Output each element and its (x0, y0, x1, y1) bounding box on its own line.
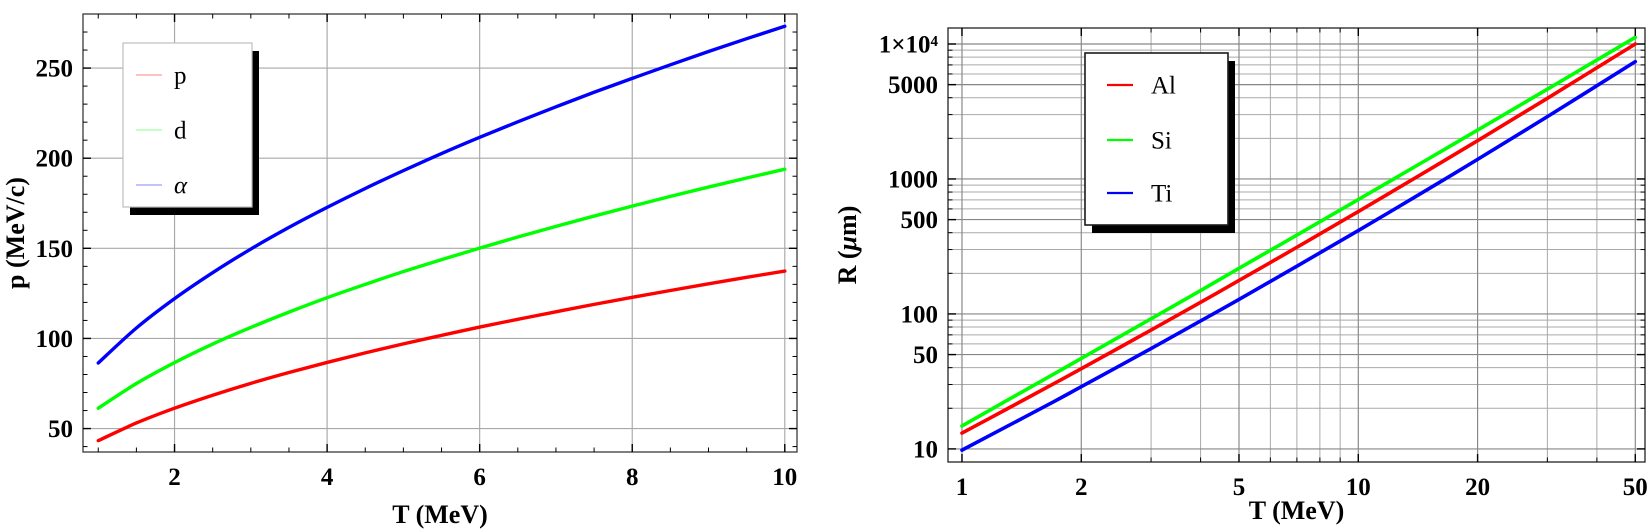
y-tick-label: 5000 (888, 72, 938, 99)
series-line-Al (960, 42, 1638, 435)
axis-ticks (948, 28, 1645, 462)
legend: Al Si Ti (1084, 52, 1235, 233)
series-line-Si (960, 35, 1638, 428)
series-group (96, 24, 787, 443)
y-tick-label: 50 (48, 416, 73, 443)
y-tick-label: 1×10⁴ (879, 32, 939, 59)
x-tick-label: 2 (168, 464, 181, 491)
y-tick-label: 250 (36, 56, 74, 83)
legend: p d α (122, 42, 259, 215)
tick-labels: 2 4 6 8 10 50 100 150 200 250 (36, 56, 798, 491)
y-tick-label: 100 (901, 301, 939, 328)
x-axis-label: T (MeV) (1249, 496, 1345, 525)
momentum-chart-svg: 2 4 6 8 10 50 100 150 200 250 T (MeV) p (MeV/c) p d α (1, 13, 798, 529)
x-tick-label: 6 (473, 464, 486, 491)
plot-frame (82, 13, 798, 453)
grid (83, 14, 797, 452)
grid (948, 28, 1645, 462)
x-tick-label: 1 (956, 474, 969, 501)
y-tick-label: 10 (913, 436, 938, 463)
series-line-d (96, 167, 787, 410)
y-tick-label: 200 (36, 146, 74, 173)
x-tick-label: 8 (626, 464, 639, 491)
x-axis-label: T (MeV) (392, 500, 488, 529)
legend-label-Si: Si (1151, 128, 1172, 155)
legend-label-Al: Al (1151, 73, 1176, 100)
y-axis-label: p (MeV/c) (1, 177, 30, 289)
x-tick-label: 5 (1233, 474, 1246, 501)
range-vs-energy-chart: 1 2 5 10 20 50 1×10⁴ 5000 1000 500 100 50 10 T (MeV) R… (820, 0, 1651, 532)
x-tick-label: 20 (1465, 474, 1490, 501)
momentum-vs-energy-chart: 2 4 6 8 10 50 100 150 200 250 T (MeV) p (MeV/c) p d α (0, 0, 810, 532)
axis-ticks (83, 14, 797, 452)
x-tick-label: 2 (1075, 474, 1088, 501)
series-line-α (96, 24, 787, 365)
y-tick-label: 1000 (888, 166, 938, 193)
legend-label-d: d (174, 118, 187, 145)
y-tick-label: 50 (913, 342, 938, 369)
tick-labels: 1 2 5 10 20 50 1×10⁴ 5000 1000 500 100 50 10 (879, 32, 1648, 501)
legend-label-α: α (174, 173, 188, 200)
x-tick-label: 10 (1346, 474, 1371, 501)
legend-label-Ti: Ti (1151, 181, 1172, 208)
x-tick-label: 4 (321, 464, 334, 491)
y-tick-label: 500 (901, 207, 939, 234)
x-tick-label: 50 (1623, 474, 1648, 501)
legend-box (122, 42, 253, 208)
x-tick-label: 10 (772, 464, 797, 491)
series-line-p (96, 269, 787, 443)
y-tick-label: 100 (36, 326, 74, 353)
series-group (960, 35, 1638, 452)
series-line-Ti (960, 59, 1638, 452)
legend-label-p: p (174, 63, 187, 90)
y-axis-label: R (μm) (833, 206, 862, 285)
y-tick-label: 150 (36, 236, 74, 263)
